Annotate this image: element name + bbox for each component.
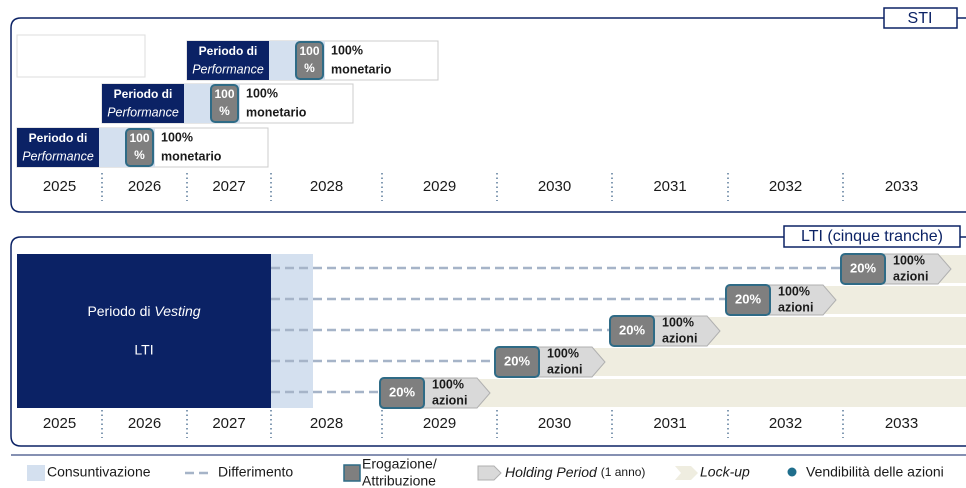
legend-label-part: (1 anno) (601, 465, 646, 479)
period-line: Performance (107, 105, 179, 119)
badge-line: 100 (214, 87, 234, 101)
badge (725, 284, 771, 316)
legend-label: Vendibilità delle azioni (806, 464, 944, 480)
lti-frame (10, 236, 966, 447)
share: 20% (850, 260, 876, 275)
period-line: Periodo di (114, 87, 173, 101)
legend-label: Attribuzione (362, 473, 436, 488)
vesting-sub: LTI (134, 342, 153, 358)
badge (295, 41, 324, 80)
lti-label-box (783, 225, 961, 248)
payout-line: 100% (432, 377, 464, 391)
year-label: 2030 (538, 178, 571, 195)
badge (379, 377, 425, 409)
year-label: 2029 (423, 415, 456, 432)
legend-swatch (27, 465, 45, 481)
legend-swatch (343, 464, 361, 482)
year-label: 2031 (653, 178, 686, 195)
payout-line: 100% (161, 130, 193, 144)
payout-line: azioni (662, 331, 697, 345)
year-label: 2026 (128, 415, 161, 432)
sti-frame (10, 17, 966, 213)
legend-label: Holding Period (1 anno) (505, 464, 645, 480)
legend-label: Differimento (218, 464, 293, 480)
year-label: 2025 (43, 415, 76, 432)
payout-line: monetario (161, 149, 222, 163)
badge (125, 128, 154, 167)
year-label: 2030 (538, 415, 571, 432)
vesting-title-part: Periodo di (87, 303, 150, 319)
year-label: 2029 (423, 178, 456, 195)
share: 20% (619, 322, 645, 337)
lock-up (478, 379, 966, 407)
payout-line: azioni (432, 393, 467, 407)
legend-swatch (787, 467, 797, 477)
payout-line: monetario (246, 105, 307, 119)
payout-line: 100% (547, 346, 579, 360)
badge-line: 100 (129, 131, 149, 145)
blank-box (16, 34, 146, 78)
badge (609, 315, 655, 347)
badge-line: % (134, 148, 145, 162)
performance-period (102, 84, 184, 123)
vesting-title-part: Vesting (154, 303, 200, 319)
lock-up (824, 286, 966, 314)
payout-line: monetario (331, 62, 392, 76)
badge (210, 84, 239, 123)
payout-line: 100% (662, 315, 694, 329)
badge-line: % (304, 61, 315, 75)
year-label: 2028 (310, 415, 343, 432)
payout-line: 100% (778, 284, 810, 298)
year-label: 2032 (769, 415, 802, 432)
period-line: Performance (192, 62, 264, 76)
period-line: Periodo di (199, 44, 258, 58)
performance-period (187, 41, 269, 80)
year-label: 2032 (769, 178, 802, 195)
payout-line: azioni (778, 300, 813, 314)
badge-line: % (219, 104, 230, 118)
lock-up (708, 317, 966, 345)
legend-label: Lock-up (700, 464, 750, 480)
badge (494, 346, 540, 378)
vesting-title: Periodo di Vesting (87, 303, 200, 319)
legend-swatch (477, 465, 502, 481)
payout-line: azioni (547, 362, 582, 376)
legend-swatch (675, 466, 698, 480)
badge-line: 100 (299, 44, 319, 58)
year-label: 2027 (212, 415, 245, 432)
payout-line: azioni (893, 269, 928, 283)
lti-label: LTI (cinque tranche) (801, 228, 943, 245)
year-label: 2033 (885, 178, 918, 195)
vesting-period (17, 254, 271, 408)
share: 20% (735, 291, 761, 306)
share: 20% (504, 353, 530, 368)
badge (840, 253, 886, 285)
year-label: 2033 (885, 415, 918, 432)
year-label: 2028 (310, 178, 343, 195)
legend-label: Erogazione/ (362, 456, 437, 472)
period-line: Performance (22, 149, 94, 163)
legend-label-part: Holding Period (505, 464, 598, 480)
year-label: 2025 (43, 178, 76, 195)
share: 20% (389, 384, 415, 399)
payout-line: 100% (331, 43, 363, 57)
year-label: 2027 (212, 178, 245, 195)
payout-line: 100% (893, 253, 925, 267)
performance-period (17, 128, 99, 167)
sti-label-box (883, 7, 958, 29)
lock-up (593, 348, 966, 376)
year-label: 2031 (653, 415, 686, 432)
sti-label: STI (908, 10, 933, 27)
period-line: Periodo di (29, 131, 88, 145)
payout-line: 100% (246, 86, 278, 100)
legend-label: Consuntivazione (47, 464, 151, 480)
lock-up (939, 255, 966, 283)
year-label: 2026 (128, 178, 161, 195)
